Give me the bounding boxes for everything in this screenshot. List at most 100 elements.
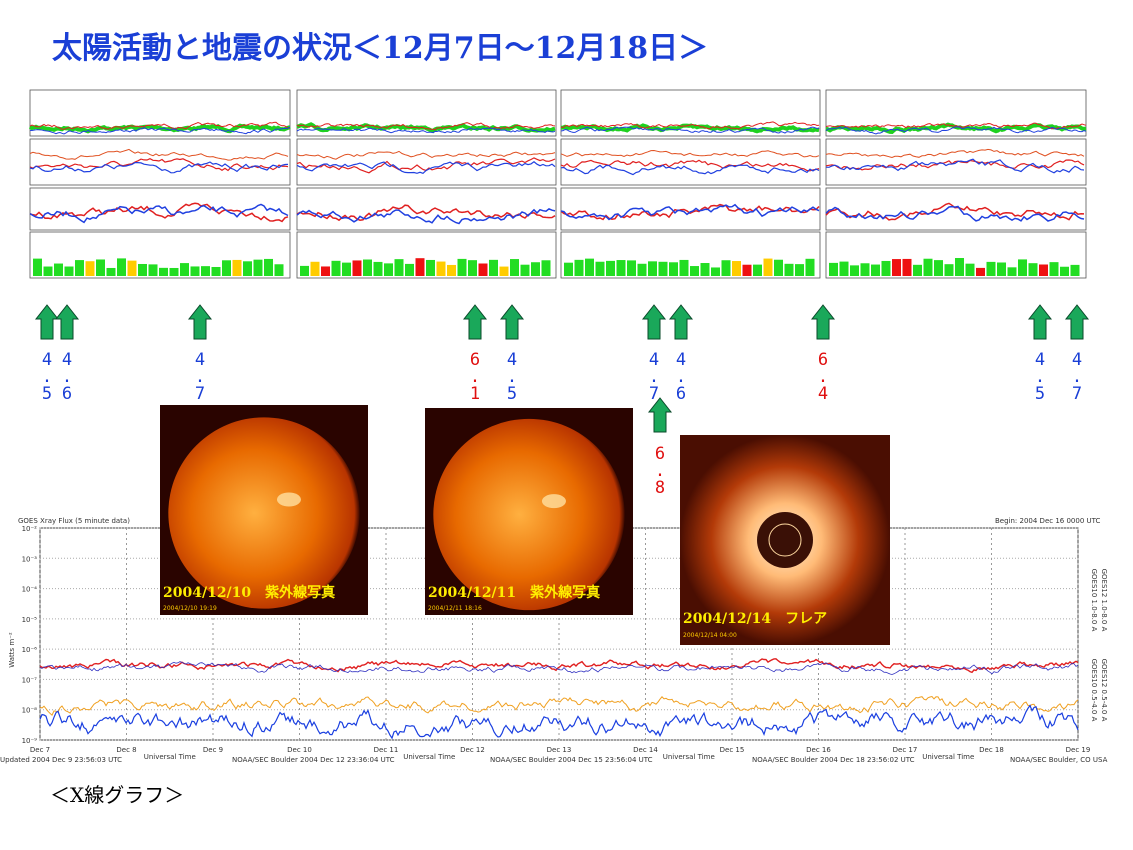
y-tick-label: 10⁻⁹	[22, 737, 38, 745]
update-note: NOAA/SEC Boulder, CO USA	[1010, 756, 1108, 764]
kp-bar	[742, 264, 752, 276]
arrow	[641, 304, 667, 340]
panel-frame	[825, 231, 1087, 279]
kp-bar	[415, 258, 425, 276]
update-note: Updated 2004 Dec 9 23:56:03 UTC	[0, 756, 122, 764]
kp-bar	[850, 265, 859, 276]
photo-timestamp: 2004/12/11 18:16	[428, 605, 482, 612]
chart-title: GOES Xray Flux (5 minute data)	[18, 517, 130, 525]
day-label: Dec 17	[893, 746, 918, 754]
electron-trace	[29, 158, 289, 172]
kp-bar	[436, 261, 446, 276]
panel-frame	[560, 187, 821, 231]
kp-bar	[394, 259, 404, 276]
active-region	[276, 492, 301, 507]
kp-bar	[478, 263, 488, 276]
kp-bar	[138, 263, 147, 276]
photo-caption: 2004/12/14 フレア	[683, 611, 827, 627]
kp-bar	[690, 266, 699, 276]
day-label: Dec 8	[116, 746, 136, 754]
kp-bar	[616, 260, 626, 276]
day-label: Dec 7	[30, 746, 50, 754]
kp-bar	[373, 261, 383, 276]
panel-frame	[29, 231, 291, 279]
y-axis-label: Watts m⁻²	[8, 632, 16, 668]
kp-bar	[274, 264, 284, 276]
kp-bar	[363, 259, 372, 276]
kp-bar	[795, 264, 804, 276]
kp-bar	[574, 259, 584, 276]
kp-bar	[232, 259, 242, 276]
kp-bar	[595, 261, 605, 276]
kp-bar	[1018, 259, 1027, 276]
kp-bar	[222, 260, 231, 276]
kp-bar	[1060, 266, 1069, 276]
panel-frame	[296, 187, 557, 231]
kp-bar	[774, 259, 783, 276]
proton-trace	[29, 126, 291, 135]
kp-bar	[180, 263, 189, 276]
hp-trace	[29, 202, 289, 223]
occulter	[757, 512, 813, 568]
arrow	[647, 397, 673, 433]
electron-trace	[825, 159, 1085, 171]
kp-bar	[839, 261, 849, 276]
kp-bar	[637, 263, 647, 276]
kp-bar	[342, 262, 351, 276]
kp-bar	[117, 258, 126, 276]
proton-trace	[296, 127, 556, 134]
arrow	[462, 304, 488, 340]
kp-bar	[457, 258, 467, 276]
kp-bar	[784, 263, 794, 276]
kp-bar	[447, 264, 456, 276]
magnitude: 4.5	[1030, 350, 1050, 401]
electron-trace	[29, 161, 289, 174]
x-axis-label: Universal Time	[922, 753, 974, 761]
kp-bar	[405, 263, 414, 276]
sun-disk	[433, 418, 625, 611]
electron-trace	[825, 158, 1085, 174]
kp-bar	[43, 266, 53, 276]
xray-long	[39, 658, 1079, 674]
kp-bar	[127, 260, 137, 276]
magnitude: 4.7	[1067, 350, 1087, 401]
electron-trace	[296, 150, 556, 160]
magnitude: 4.5	[502, 350, 522, 401]
kp-bar	[805, 258, 815, 276]
proton-trace	[28, 123, 291, 134]
kp-bar	[264, 258, 273, 276]
kp-bar	[1039, 264, 1048, 276]
day-label: Dec 19	[1066, 746, 1091, 754]
kp-bar	[721, 260, 731, 276]
kp-bar	[986, 261, 996, 276]
y-tick-label: 10⁻⁴	[22, 586, 38, 594]
arrow	[1027, 304, 1053, 340]
kp-bar	[531, 262, 540, 276]
panel-frame	[296, 89, 557, 137]
proton-trace	[296, 122, 556, 131]
kp-bar	[711, 267, 720, 276]
kp-bar	[1007, 267, 1017, 276]
kp-bar	[669, 262, 678, 276]
hp-trace	[296, 208, 556, 225]
panel-frame	[296, 138, 557, 186]
sun-outline	[768, 523, 802, 557]
kp-bar	[648, 261, 657, 276]
y-tick-label: 10⁻²	[22, 525, 38, 533]
hp-trace	[296, 204, 556, 222]
sun-disk	[168, 417, 360, 609]
kp-bar	[321, 266, 330, 276]
panel-frame	[29, 138, 291, 186]
kp-bar	[871, 264, 880, 276]
kp-bar	[253, 259, 263, 276]
chart-begin: Begin: 2004 Dec 16 0000 UTC	[995, 517, 1100, 525]
kp-bar	[159, 267, 168, 276]
kp-bar	[753, 264, 762, 276]
magnitude: 4.5	[37, 350, 57, 401]
x-axis-label: Universal Time	[144, 753, 196, 761]
panel-frame	[560, 231, 821, 279]
kp-bar	[976, 267, 985, 276]
proton-trace	[560, 123, 820, 134]
arrow	[668, 304, 694, 340]
day-label: Dec 18	[979, 746, 1004, 754]
